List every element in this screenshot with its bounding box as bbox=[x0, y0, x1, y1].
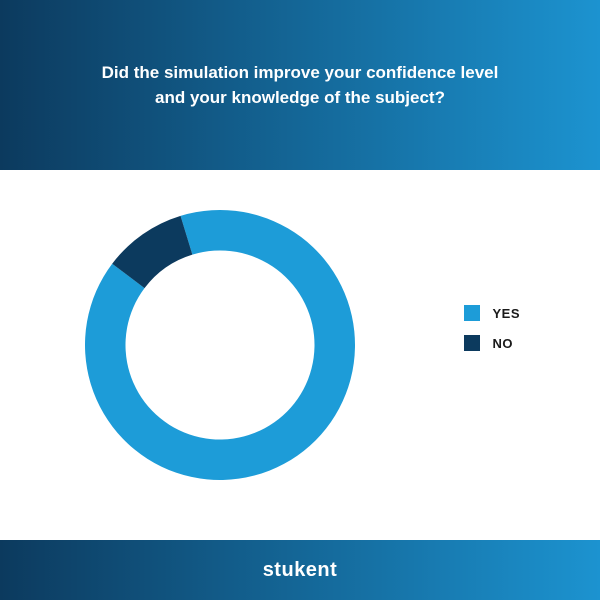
legend-item-yes: YES bbox=[464, 305, 520, 321]
donut-svg bbox=[85, 210, 355, 480]
footer: stukent bbox=[0, 540, 600, 600]
brand-logo: stukent bbox=[263, 559, 338, 582]
legend-item-no: NO bbox=[464, 335, 520, 351]
legend-swatch-yes bbox=[464, 305, 480, 321]
header: Did the simulation improve your confiden… bbox=[0, 0, 600, 170]
donut-chart bbox=[85, 210, 355, 480]
chart-area: YES NO bbox=[0, 170, 600, 540]
page-title-line-1: Did the simulation improve your confiden… bbox=[102, 63, 499, 82]
page-title-line-2: and your knowledge of the subject? bbox=[155, 88, 445, 107]
legend-label-no: NO bbox=[492, 336, 513, 351]
legend: YES NO bbox=[464, 305, 520, 365]
legend-swatch-no bbox=[464, 335, 480, 351]
legend-label-yes: YES bbox=[492, 306, 520, 321]
page-title: Did the simulation improve your confiden… bbox=[102, 60, 499, 111]
page: Did the simulation improve your confiden… bbox=[0, 0, 600, 600]
